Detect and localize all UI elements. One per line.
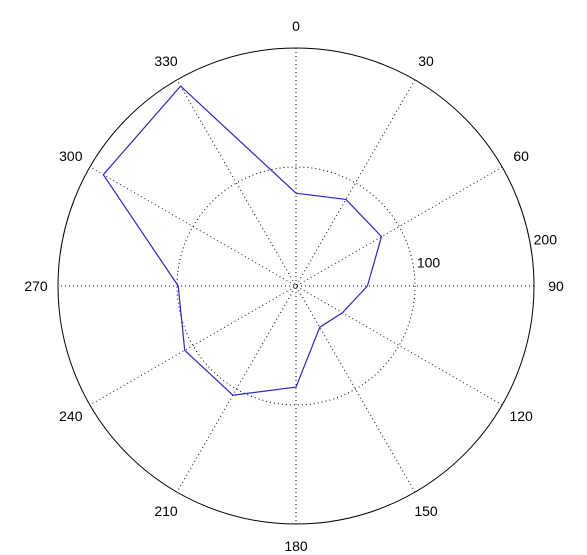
theta-label-210: 210 — [154, 503, 178, 519]
theta-label-180: 180 — [284, 538, 308, 554]
theta-labels: 0 30 60 90 120 150 180 210 240 270 300 330 — [24, 18, 564, 554]
outer-axis-circle — [57, 47, 535, 525]
grid-spoke-60 — [89, 166, 503, 406]
theta-label-0: 0 — [292, 18, 300, 34]
grid-spoke-30 — [176, 79, 416, 493]
grid-ring-100 — [176, 166, 416, 406]
theta-label-60: 60 — [513, 148, 529, 164]
series-layer — [102, 85, 383, 396]
polar-grid — [58, 48, 534, 524]
theta-label-120: 120 — [509, 408, 533, 424]
theta-label-240: 240 — [59, 408, 83, 424]
grid-spoke-150 — [176, 79, 416, 493]
r-label-100: 100 — [417, 254, 441, 270]
radial-labels: 100 200 — [417, 232, 557, 271]
theta-label-330: 330 — [154, 53, 178, 69]
r-label-200: 200 — [534, 232, 558, 248]
series-line-0 — [102, 85, 383, 396]
theta-label-300: 300 — [59, 148, 83, 164]
theta-label-150: 150 — [414, 503, 438, 519]
theta-label-90: 90 — [548, 278, 564, 294]
theta-label-270: 270 — [24, 278, 48, 294]
theta-label-30: 30 — [418, 53, 434, 69]
grid-spoke-120 — [89, 166, 503, 406]
